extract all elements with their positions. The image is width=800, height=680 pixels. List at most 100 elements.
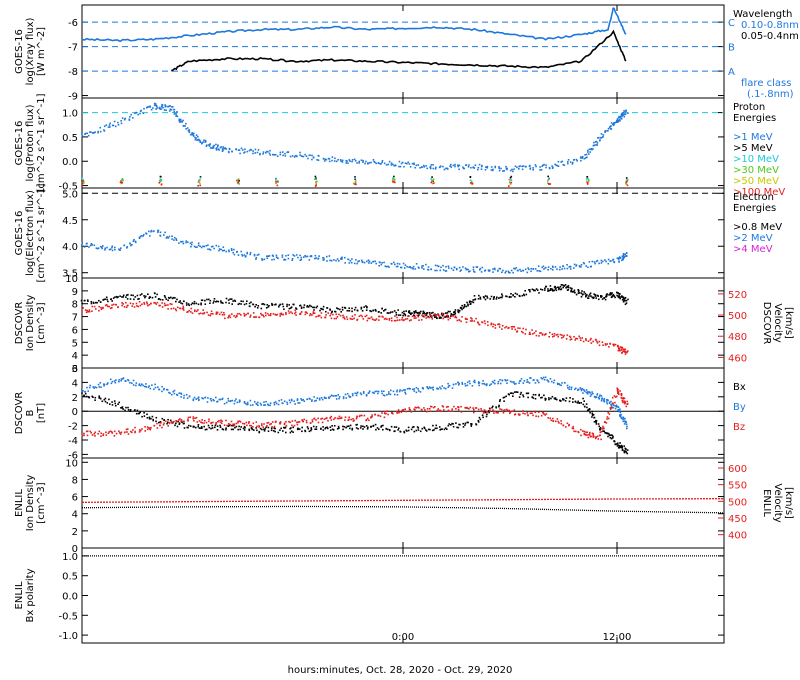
data-point (217, 429, 219, 431)
series-blue (81, 230, 628, 274)
data-point (624, 398, 626, 400)
data-point (581, 290, 583, 292)
data-point (86, 387, 88, 389)
data-point (202, 309, 204, 311)
data-point (346, 160, 348, 162)
data-point (279, 429, 281, 431)
data-point (99, 127, 101, 129)
data-point (244, 304, 246, 306)
data-point (519, 396, 521, 398)
data-point (324, 160, 326, 162)
data-point (275, 421, 277, 423)
data-point (212, 246, 214, 248)
data-point (378, 319, 380, 321)
data-point (277, 180, 279, 182)
data-point (251, 425, 253, 427)
data-point (567, 163, 569, 165)
data-point (283, 306, 285, 308)
data-point (625, 349, 627, 351)
data-point (404, 408, 406, 410)
data-point (459, 424, 461, 426)
data-point (201, 422, 203, 424)
data-point (136, 303, 138, 305)
data-point (90, 245, 92, 247)
data-point (545, 399, 547, 401)
data-point (229, 148, 231, 150)
data-point (500, 168, 502, 170)
data-point (323, 306, 325, 308)
data-point (208, 299, 210, 301)
right-y-axis-label-line: Velocity (772, 303, 783, 342)
data-point (454, 164, 456, 166)
data-point (294, 309, 296, 311)
data-point (209, 302, 211, 304)
series-black (82, 506, 724, 513)
data-point (451, 313, 453, 315)
data-point (501, 297, 503, 299)
data-point (85, 391, 87, 393)
data-point (135, 242, 137, 244)
data-point (186, 240, 188, 242)
data-point (550, 289, 552, 291)
data-point (411, 429, 413, 431)
time-axis-tick-labels: 0:00 12:00 (392, 632, 632, 643)
data-point (109, 403, 111, 405)
data-point (109, 124, 111, 126)
data-point (606, 343, 608, 345)
data-point (292, 258, 294, 260)
data-point (538, 411, 540, 413)
data-point (193, 133, 195, 135)
data-point (199, 427, 201, 429)
data-point (614, 262, 616, 264)
data-point (605, 261, 607, 263)
data-point (250, 315, 252, 317)
data-point (420, 431, 422, 433)
data-point (161, 179, 163, 181)
data-point (594, 417, 596, 419)
data-point (398, 428, 400, 430)
right-y-axis-label-line: [km/s] (783, 487, 794, 519)
data-point (146, 233, 148, 235)
data-point (181, 241, 183, 243)
data-point (436, 410, 438, 412)
data-point (156, 423, 158, 425)
data-point (200, 141, 202, 143)
data-point (94, 131, 96, 133)
data-point (617, 389, 619, 391)
data-point (99, 386, 101, 388)
data-point (519, 414, 521, 416)
data-point (264, 428, 266, 430)
data-point (224, 318, 226, 320)
data-point (510, 293, 512, 295)
data-point (277, 155, 279, 157)
data-point (263, 423, 265, 425)
y-tick-label: -6 (68, 18, 78, 29)
data-point (505, 166, 507, 168)
data-point (590, 266, 592, 268)
data-point (360, 425, 362, 427)
data-point (245, 314, 247, 316)
data-point (585, 265, 587, 267)
data-point (416, 392, 418, 394)
data-point (596, 436, 598, 438)
data-point (150, 106, 152, 108)
data-point (98, 395, 100, 397)
data-point (276, 255, 278, 257)
data-point (447, 406, 449, 408)
legend-entry: >4 MeV (733, 244, 773, 255)
data-point (560, 334, 562, 336)
data-point (539, 169, 541, 171)
data-point (180, 302, 182, 304)
data-point (331, 395, 333, 397)
data-point (150, 297, 152, 299)
data-point (257, 152, 259, 154)
data-point (137, 410, 139, 412)
data-point (146, 301, 148, 303)
data-point (124, 306, 126, 308)
data-point (535, 330, 537, 332)
y-tick-label: -7 (68, 43, 78, 54)
data-point (529, 382, 531, 384)
data-point (522, 295, 524, 297)
data-point (316, 428, 318, 430)
